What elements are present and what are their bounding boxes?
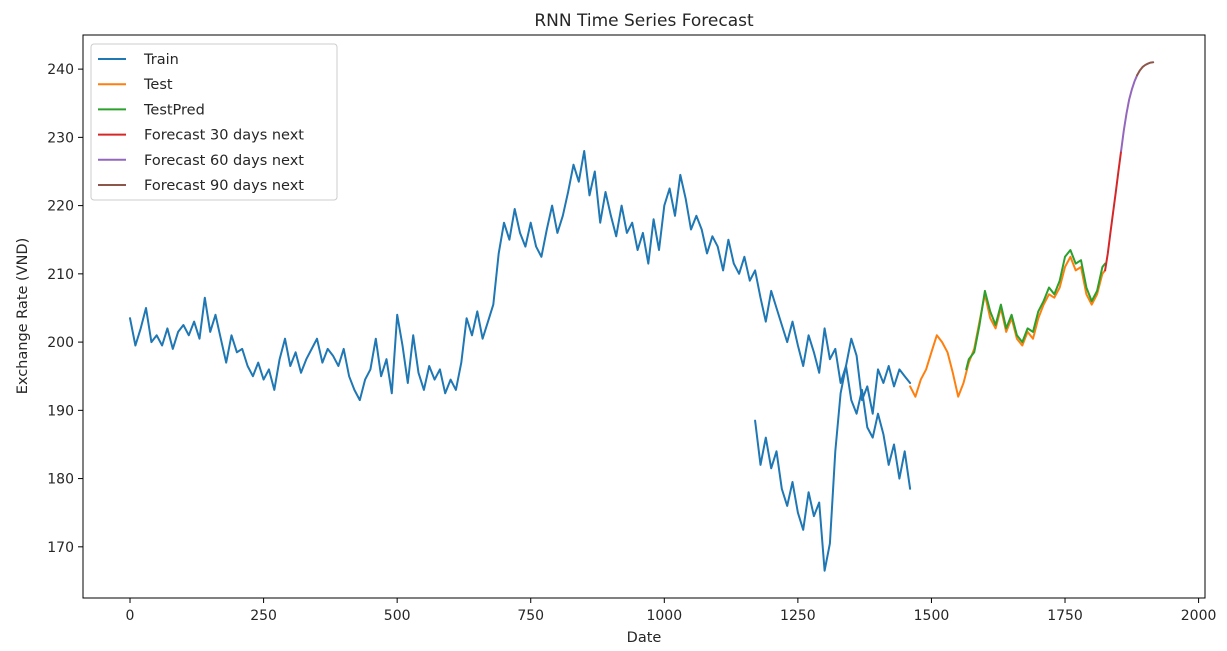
plot-frame bbox=[82, 34, 1206, 599]
y-tick-label: 170 bbox=[47, 540, 74, 556]
y-tick-label: 180 bbox=[47, 472, 74, 488]
series-line-forecast-30-days-next-4 bbox=[1104, 150, 1123, 272]
y-tick-label: 220 bbox=[47, 199, 74, 215]
series-layer bbox=[129, 61, 1155, 572]
legend: Train Test TestPred Forecast 30 days next Fo… bbox=[90, 43, 338, 201]
legend-label: Test bbox=[143, 77, 173, 93]
x-tick-label: 250 bbox=[250, 608, 277, 624]
y-tick-label: 210 bbox=[47, 267, 74, 283]
legend-box bbox=[90, 43, 338, 201]
legend-label: Forecast 90 days next bbox=[144, 178, 304, 194]
chart-title: RNN Time Series Forecast bbox=[534, 11, 754, 31]
y-tick-label: 190 bbox=[47, 403, 74, 419]
x-tick-label: 1750 bbox=[1047, 608, 1083, 624]
plot-area bbox=[82, 34, 1206, 599]
x-tick-label: 1250 bbox=[780, 608, 816, 624]
legend-label: Forecast 60 days next bbox=[144, 153, 304, 169]
y-axis: 170 180 190 200 210 220 230 240 bbox=[47, 62, 83, 556]
y-tick-label: 230 bbox=[47, 130, 74, 146]
series-line-forecast-90-days-next-6 bbox=[1136, 61, 1155, 77]
x-axis: 0 250 500 750 1000 1250 1500 1750 2000 bbox=[126, 598, 1217, 624]
series-line-testpred-3 bbox=[965, 249, 1107, 371]
x-tick-label: 1500 bbox=[914, 608, 950, 624]
x-axis-label: Date bbox=[627, 630, 662, 646]
y-tick-label: 240 bbox=[47, 62, 74, 78]
legend-label: Train bbox=[143, 52, 179, 68]
y-axis-label: Exchange Rate (VND) bbox=[15, 238, 31, 395]
series-line-test-2 bbox=[909, 255, 1107, 398]
y-tick-label: 200 bbox=[47, 335, 74, 351]
series-line-train-0 bbox=[129, 150, 912, 490]
x-tick-label: 750 bbox=[517, 608, 544, 624]
legend-label: Forecast 30 days next bbox=[144, 128, 304, 144]
series-line-forecast-60-days-next-5 bbox=[1120, 74, 1139, 152]
x-tick-label: 2000 bbox=[1181, 608, 1217, 624]
x-tick-label: 500 bbox=[384, 608, 411, 624]
x-tick-label: 1000 bbox=[646, 608, 682, 624]
x-tick-label: 0 bbox=[126, 608, 135, 624]
legend-label: TestPred bbox=[143, 102, 205, 118]
series-line-train-1 bbox=[754, 337, 912, 572]
